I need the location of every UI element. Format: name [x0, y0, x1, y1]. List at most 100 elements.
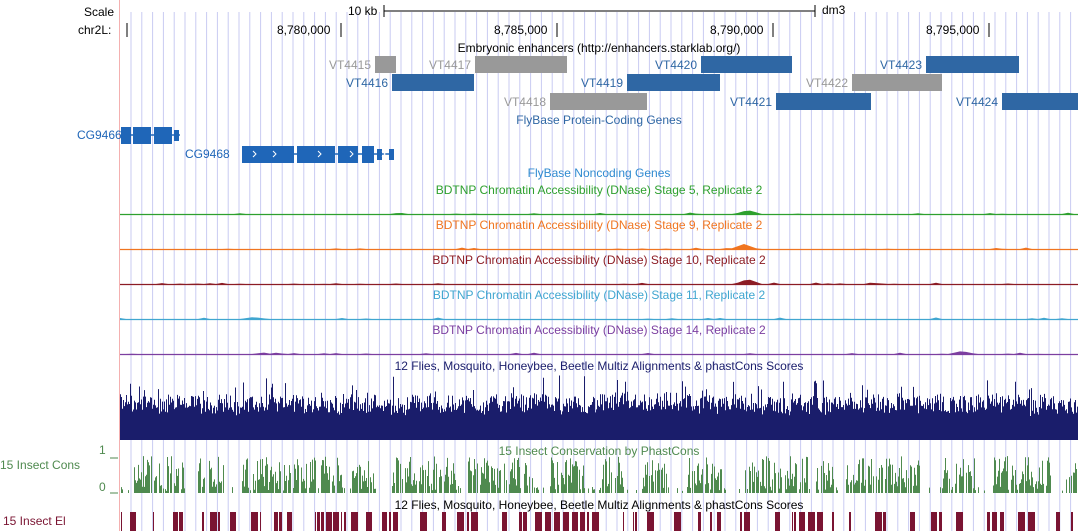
conserved-element: [775, 512, 780, 531]
enhancer-label-vt4417: VT4417: [428, 58, 471, 72]
conserved-element: [467, 512, 469, 531]
conserved-element: [792, 512, 793, 531]
conserved-element: [121, 512, 122, 531]
enhancer-label-vt4421: VT4421: [729, 95, 772, 109]
conserved-element: [647, 512, 654, 531]
conserved-element: [442, 512, 446, 531]
enhancer-feature-vt4418[interactable]: [550, 93, 647, 110]
conserved-element: [389, 512, 391, 531]
conserved-element: [1056, 512, 1060, 531]
gene-label-cg9468[interactable]: CG9468: [185, 147, 230, 161]
elements-track-title[interactable]: 12 Flies, Mosquito, Honeybee, Beetle Mul…: [394, 498, 804, 512]
dnase-signal: [120, 317, 1078, 319]
dnase-signal: [120, 244, 1078, 249]
enhancer-feature-vt4423[interactable]: [926, 56, 1019, 73]
dnase-stage9-title[interactable]: BDTNP Chromatin Accessibility (DNase) St…: [435, 218, 763, 232]
dnase-signal: [120, 279, 1078, 284]
multiz-signal: [120, 375, 1078, 440]
gene-exon: [242, 146, 294, 163]
conserved-element: [202, 512, 204, 531]
enhancer-feature-vt4419[interactable]: [627, 74, 720, 91]
conserved-element: [580, 512, 585, 531]
scale-label: Scale: [84, 5, 115, 19]
multiz-track-title[interactable]: 12 Flies, Mosquito, Honeybee, Beetle Mul…: [394, 359, 804, 373]
conserved-element: [740, 512, 742, 531]
position-tick-label: 8,795,000: [926, 23, 980, 37]
phastcons-side-label[interactable]: 15 Insect Cons: [0, 458, 81, 472]
conserved-element: [910, 512, 915, 531]
conserved-element: [710, 512, 712, 531]
conserved-element: [420, 512, 427, 531]
enhancer-feature-vt4421[interactable]: [776, 93, 871, 110]
conserved-element: [321, 512, 324, 531]
conserved-element: [883, 512, 886, 531]
dnase-stage14-title[interactable]: BDTNP Chromatin Accessibility (DNase) St…: [432, 323, 766, 337]
conserved-element: [351, 512, 358, 531]
conserved-element: [674, 512, 681, 531]
conserved-element: [698, 512, 701, 531]
conserved-element: [992, 512, 997, 531]
enhancer-feature-vt4415[interactable]: [375, 56, 396, 73]
conserved-element: [1000, 512, 1004, 531]
enhancer-feature-vt4422[interactable]: [852, 74, 942, 91]
conserved-element: [457, 512, 464, 531]
conserved-element: [344, 512, 346, 531]
position-tick-label: 8,790,000: [710, 23, 764, 37]
conserved-element: [592, 512, 599, 531]
phastcons-track-title[interactable]: 15 Insect Conservation by PhastCons: [498, 444, 700, 458]
conserved-element: [251, 512, 258, 531]
position-tick-label: 8,785,000: [494, 23, 548, 37]
conserved-element: [333, 512, 339, 531]
gene-label-cg9466[interactable]: CG9466: [77, 128, 122, 142]
dnase-stage5-title[interactable]: BDTNP Chromatin Accessibility (DNase) St…: [435, 183, 763, 197]
conserved-element: [382, 512, 387, 531]
conserved-element: [179, 512, 183, 531]
conserved-element: [502, 512, 507, 531]
enhancer-feature-vt4417[interactable]: [475, 56, 567, 73]
dnase-signal: [120, 351, 1078, 354]
conserved-element: [210, 512, 217, 531]
assembly-label: dm3: [822, 3, 846, 17]
elements-side-label[interactable]: 15 Insect El: [3, 514, 66, 528]
enhancer-label-vt4418: VT4418: [503, 95, 546, 109]
protein-genes-track-title[interactable]: FlyBase Protein-Coding Genes: [516, 113, 682, 127]
conserved-element: [326, 512, 332, 531]
conserved-element: [1071, 512, 1073, 531]
dnase-stage10-title[interactable]: BDTNP Chromatin Accessibility (DNase) St…: [432, 253, 766, 267]
conserved-element: [849, 512, 851, 531]
gene-exon: [297, 146, 335, 163]
position-tick-label: 8,780,000: [277, 23, 331, 37]
phastcons-signal: [121, 456, 1077, 493]
conserved-element: [218, 512, 220, 531]
conserved-element: [260, 512, 261, 531]
enhancer-feature-vt4424[interactable]: [1002, 93, 1078, 110]
conserved-element: [817, 512, 823, 531]
conserved-element: [717, 512, 721, 531]
noncoding-genes-track-title[interactable]: FlyBase Noncoding Genes: [527, 166, 671, 180]
enhancer-feature-vt4416[interactable]: [392, 74, 474, 91]
conserved-element: [315, 512, 316, 531]
conserved-element: [279, 512, 282, 531]
enhancer-track-title[interactable]: Embryonic enhancers (http://enhancers.st…: [457, 41, 741, 55]
conserved-element: [1018, 512, 1025, 531]
conserved-element: [519, 512, 522, 531]
gene-exon: [338, 146, 358, 163]
conserved-element: [130, 512, 136, 531]
scale-bar-text: 10 kb: [348, 4, 378, 18]
enhancer-label-vt4415: VT4415: [328, 58, 371, 72]
gene-exon: [133, 127, 151, 144]
conserved-element: [875, 512, 882, 531]
strand-arrow: [381, 150, 386, 158]
dnase-stage11-title[interactable]: BDTNP Chromatin Accessibility (DNase) St…: [432, 288, 766, 302]
conserved-element: [987, 512, 990, 531]
dnase-signal: [120, 210, 1078, 214]
enhancer-feature-vt4420[interactable]: [701, 56, 792, 73]
conserved-element: [939, 512, 942, 531]
conserved-element: [523, 512, 527, 531]
conserved-element: [572, 512, 578, 531]
conserved-element: [317, 512, 320, 531]
conserved-element: [554, 512, 560, 531]
conserved-element: [535, 512, 542, 531]
conserved-element: [545, 512, 551, 531]
